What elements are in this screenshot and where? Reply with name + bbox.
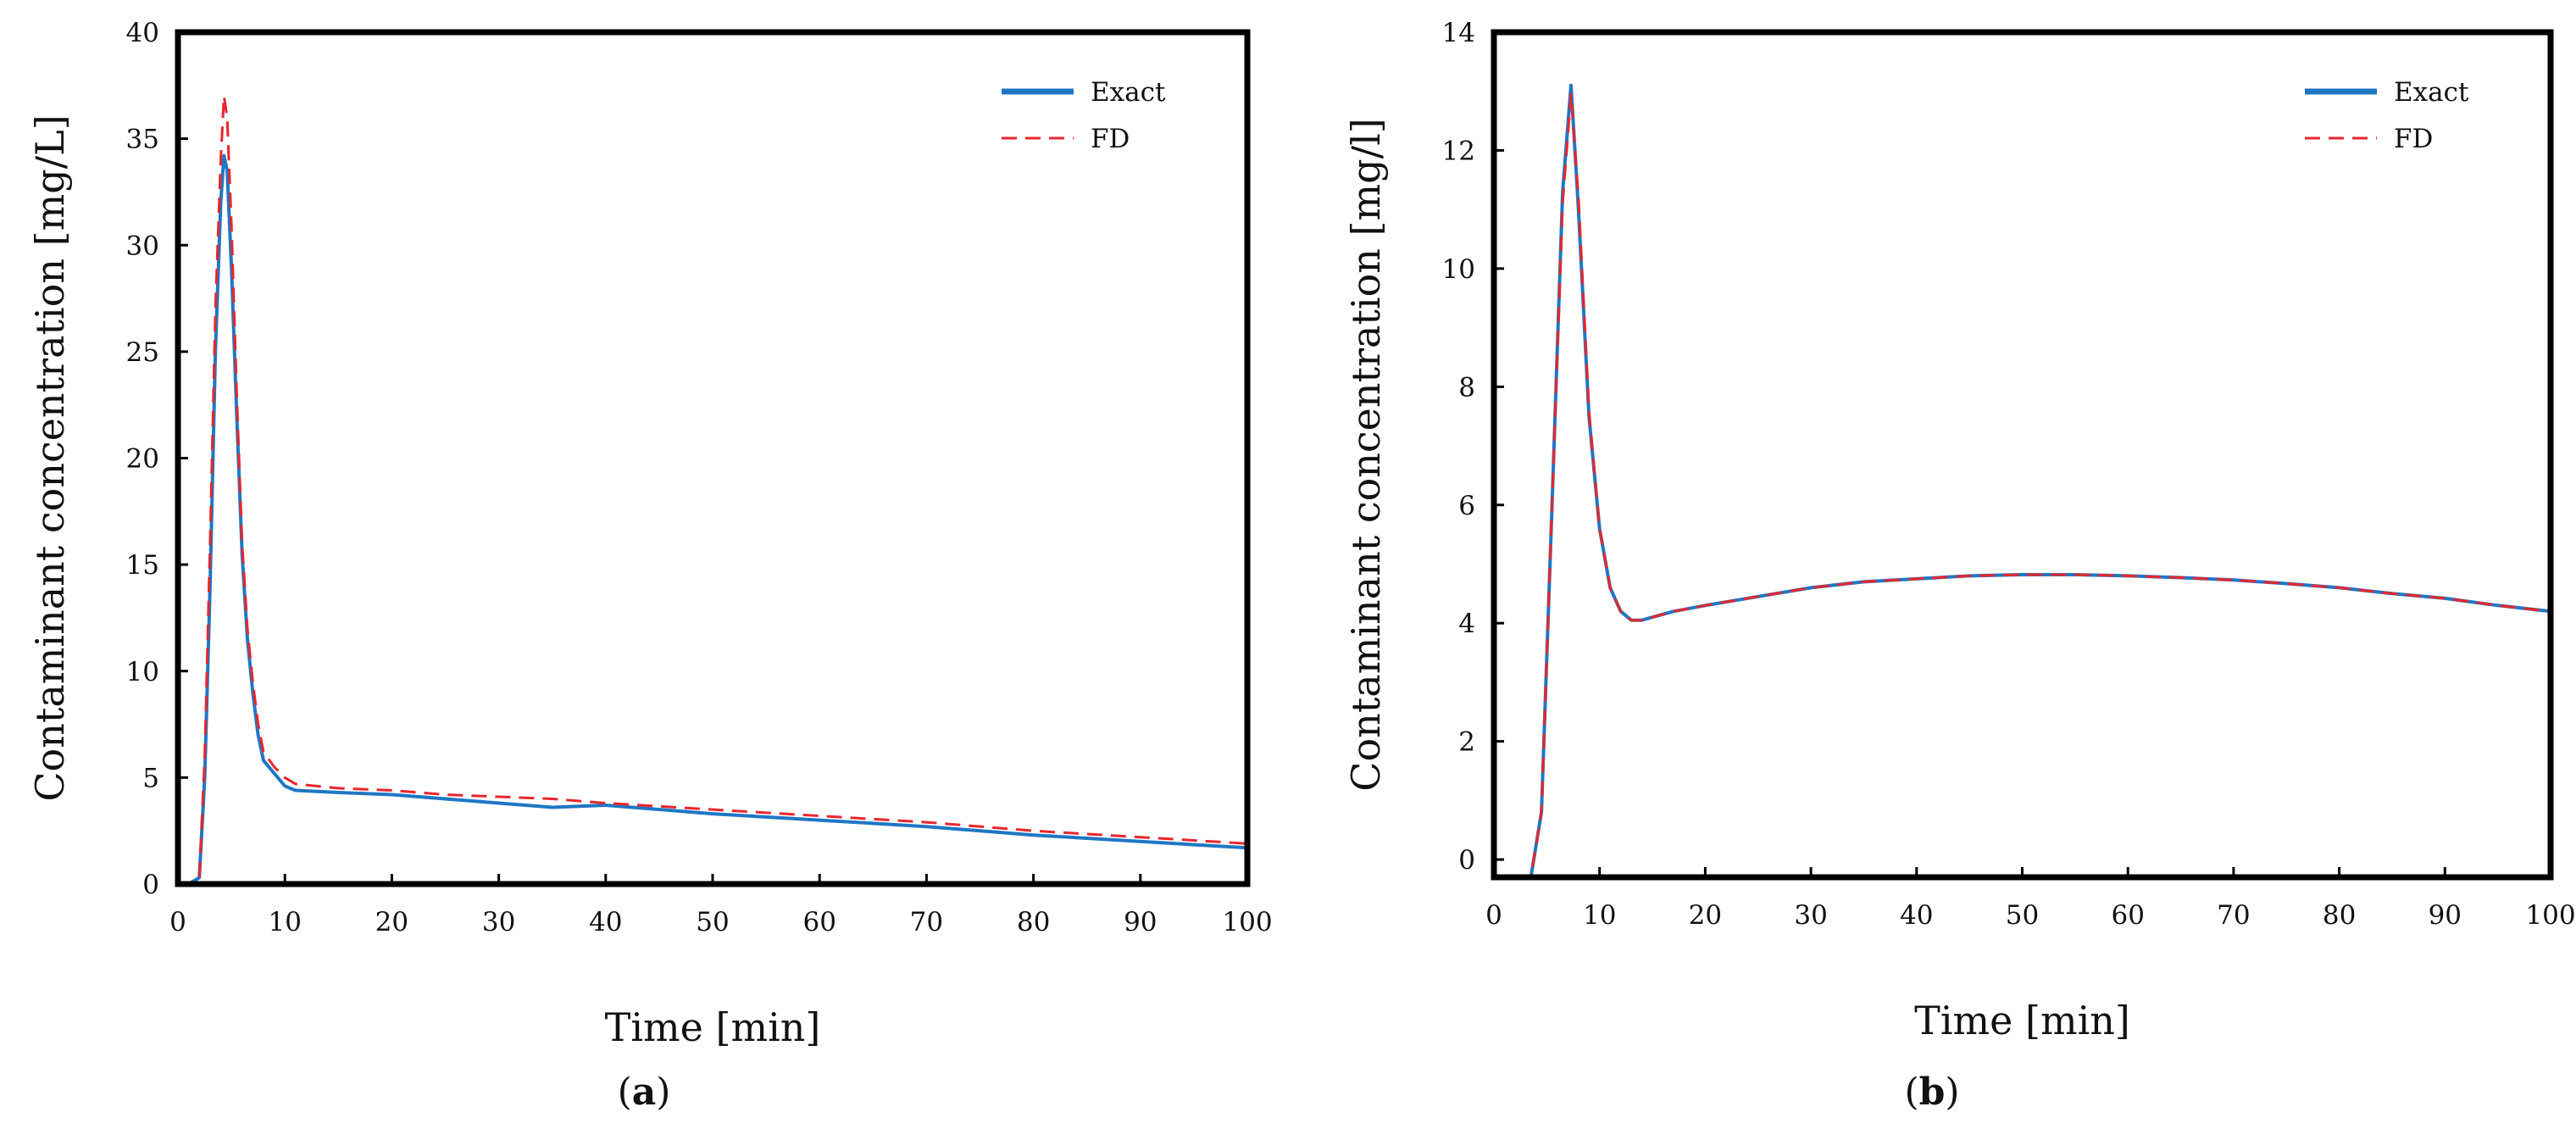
y-tick-label: 25 bbox=[126, 337, 159, 368]
x-axis-title: Time [min] bbox=[1914, 998, 2130, 1043]
legend-label-fd: FD bbox=[1091, 124, 1130, 154]
y-tick-label: 10 bbox=[1442, 254, 1475, 285]
x-tick-label: 50 bbox=[696, 907, 729, 937]
y-tick-label: 0 bbox=[1458, 845, 1475, 876]
y-tick-label: 40 bbox=[126, 18, 159, 48]
series-line-fd bbox=[1494, 92, 2551, 877]
y-tick-label: 5 bbox=[142, 763, 159, 793]
y-tick-label: 14 bbox=[1442, 18, 1475, 48]
x-tick-label: 10 bbox=[1583, 900, 1616, 931]
y-tick-label: 6 bbox=[1458, 491, 1475, 521]
legend-label-exact: Exact bbox=[2394, 77, 2469, 108]
y-tick-label: 2 bbox=[1458, 727, 1475, 758]
x-tick-label: 40 bbox=[589, 907, 622, 937]
x-tick-label: 20 bbox=[375, 907, 408, 937]
y-tick-label: 0 bbox=[142, 870, 159, 900]
panel-label-b: (b) bbox=[1904, 1071, 1960, 1114]
y-tick-label: 12 bbox=[1442, 136, 1475, 166]
series-line-fd bbox=[178, 94, 1247, 884]
panel-label-a: (a) bbox=[617, 1071, 671, 1114]
chart-panel-a: 0 10 20 30 40 50 60 70 80 90 100 0 5 10 15 20 25 30 35 40 Ti… bbox=[27, 18, 1273, 1114]
y-axis-title: Contaminant concentration [mg/L] bbox=[27, 114, 73, 801]
series-line-exact bbox=[1494, 83, 2551, 877]
chart-panel-b: 0 10 20 30 40 50 60 70 80 90 100 0 2 4 6 8 10 12 14 Time [m… bbox=[1288, 0, 2576, 1129]
y-tick-label: 20 bbox=[126, 444, 159, 475]
x-tick-label: 30 bbox=[482, 907, 515, 937]
y-tick-label: 15 bbox=[126, 550, 159, 581]
plot-frame bbox=[1491, 29, 2554, 881]
chart-b-svg: 0 10 20 30 40 50 60 70 80 90 100 0 2 4 6 8 10 12 14 Time [m… bbox=[1343, 18, 2576, 1043]
y-tick-label: 10 bbox=[126, 657, 159, 687]
x-tick-label: 100 bbox=[2525, 900, 2575, 931]
legend-label-exact: Exact bbox=[1091, 77, 1166, 108]
x-tick-label: 100 bbox=[1222, 907, 1272, 937]
x-tick-label: 90 bbox=[1124, 907, 1157, 937]
x-tick-label: 0 bbox=[169, 907, 186, 937]
x-tick-label: 70 bbox=[910, 907, 943, 937]
x-axis-title: Time [min] bbox=[605, 1004, 821, 1050]
x-tick-label: 60 bbox=[802, 907, 836, 937]
x-tick-label: 60 bbox=[2111, 900, 2144, 931]
x-tick-label: 70 bbox=[2217, 900, 2250, 931]
x-tick-label: 0 bbox=[1485, 900, 1502, 931]
plot-frame bbox=[175, 29, 1251, 887]
y-tick-label: 8 bbox=[1458, 372, 1475, 403]
x-tick-label: 80 bbox=[1017, 907, 1050, 937]
x-tick-label: 30 bbox=[1794, 900, 1827, 931]
chart-a-svg: 0 10 20 30 40 50 60 70 80 90 100 0 5 10 15 20 25 30 35 40 Ti… bbox=[27, 18, 1273, 1050]
y-tick-label: 30 bbox=[126, 231, 159, 261]
series-line-exact bbox=[178, 153, 1247, 884]
x-tick-label: 10 bbox=[268, 907, 301, 937]
y-axis-title: Contaminant concentration [mg/l] bbox=[1343, 118, 1389, 791]
x-tick-label: 80 bbox=[2323, 900, 2356, 931]
y-tick-label: 35 bbox=[126, 125, 159, 155]
x-tick-label: 50 bbox=[2006, 900, 2039, 931]
legend-label-fd: FD bbox=[2394, 124, 2433, 154]
x-tick-label: 90 bbox=[2429, 900, 2462, 931]
x-tick-label: 20 bbox=[1689, 900, 1722, 931]
x-tick-label: 40 bbox=[1900, 900, 1933, 931]
y-tick-label: 4 bbox=[1458, 609, 1475, 639]
